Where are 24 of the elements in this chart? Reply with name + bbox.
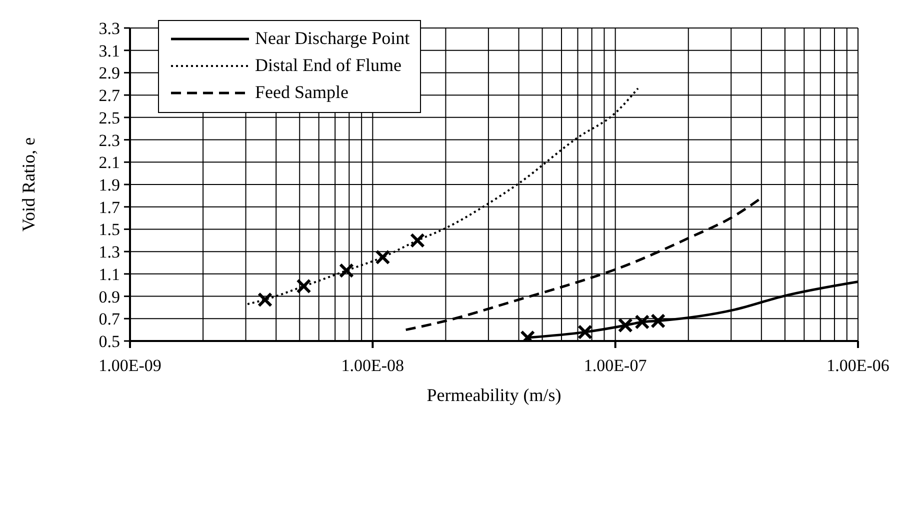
y-tick-label: 3.3 (98, 19, 120, 38)
y-tick-label: 1.9 (98, 176, 120, 194)
legend-label: Feed Sample (255, 82, 348, 103)
y-axis-title: Void Ratio, e (18, 137, 38, 232)
legend-label: Distal End of Flume (255, 55, 402, 76)
x-axis-title: Permeability (m/s) (426, 385, 562, 405)
x-tick-label: 1.00E-09 (98, 356, 162, 375)
legend-label: Near Discharge Point (255, 28, 410, 49)
y-tick-label: 2.7 (98, 86, 120, 106)
y-tick-label: 0.9 (98, 287, 120, 306)
y-tick-label: 1.7 (98, 198, 120, 217)
y-tick-label: 3.1 (98, 41, 120, 60)
x-tick-label: 1.00E-07 (584, 356, 648, 375)
y-tick-label: 2.3 (98, 130, 120, 150)
x-tick-label: 1.00E-08 (341, 356, 404, 375)
y-tick-label: 1.3 (98, 242, 120, 262)
y-tick-label: 0.5 (98, 332, 120, 351)
y-tick-label: 1.1 (98, 264, 120, 284)
y-tick-label: 2.1 (98, 153, 120, 172)
x-tick-label: 1.00E-06 (826, 356, 890, 375)
y-tick-label: 2.5 (98, 108, 120, 128)
y-tick-label: 0.7 (98, 310, 120, 329)
y-tick-label: 1.5 (98, 220, 120, 240)
y-tick-label: 2.9 (98, 64, 120, 83)
